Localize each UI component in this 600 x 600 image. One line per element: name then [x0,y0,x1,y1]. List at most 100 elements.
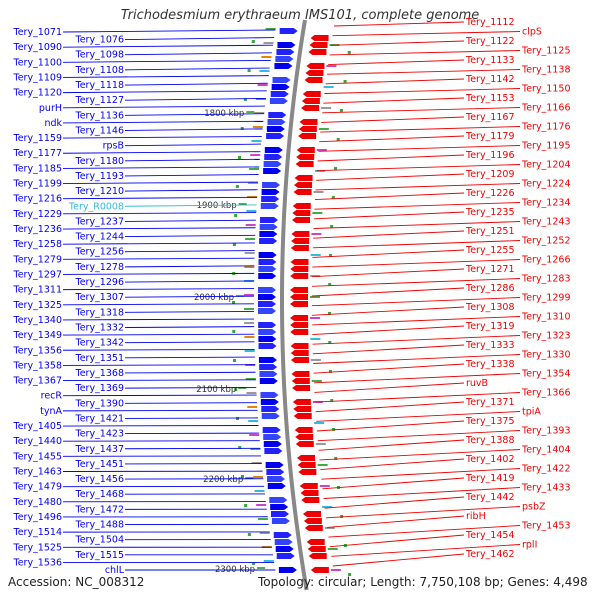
forward-gene-label: Tery_1185 [13,163,63,174]
reverse-gene [298,133,317,139]
forward-gene [277,42,296,48]
reverse-gene-label: Tery_1366 [521,388,571,399]
feature-mark [317,464,328,466]
forward-gene-label: Tery_1340 [13,315,63,326]
reverse-gene [306,63,325,69]
forward-callout-line [124,37,275,41]
forward-gene-label: Tery_1325 [13,300,63,311]
reverse-callout-line [314,192,465,201]
reverse-gene [293,406,312,412]
reverse-gene-label: Tery_1226 [465,188,515,199]
forward-gene [267,483,286,489]
reverse-callout-line [318,145,521,152]
forward-callout-line [62,120,264,124]
reverse-callout-line [312,306,465,316]
feature-mark [311,233,322,235]
reverse-gene [291,371,310,377]
reverse-gene-label: Tery_1235 [465,207,515,218]
reverse-gene-label: Tery_1453 [521,521,571,532]
forward-gene [259,378,278,384]
marker-dot [251,40,255,43]
forward-callout-line [124,417,259,419]
forward-gene-label: Tery_1356 [13,345,63,356]
reverse-callout-line [317,430,521,442]
forward-gene [263,434,282,440]
reverse-callout-line [322,107,521,114]
reverse-gene [297,455,316,461]
reverse-gene [299,483,318,489]
forward-callout-line [62,90,267,94]
forward-gene-label: Tery_1279 [13,254,63,265]
forward-callout-line [124,52,272,56]
reverse-gene [291,231,310,237]
marker-dot [328,341,332,344]
reverse-callout-line [311,287,465,297]
reverse-gene [295,441,314,447]
forward-callout-line [124,98,266,101]
reverse-gene [308,553,327,559]
feature-mark [261,56,272,58]
reverse-callout-line [325,78,465,85]
forward-gene [263,161,282,167]
forward-gene [270,504,289,510]
forward-gene-label: Tery_1296 [75,277,125,288]
reverse-gene [299,119,318,125]
forward-gene [267,476,286,482]
forward-callout-line [124,402,258,404]
forward-gene [258,273,277,279]
reverse-gene-label: Tery_1393 [521,426,571,437]
forward-gene [267,119,286,125]
reverse-gene-label: Tery_1234 [521,198,571,209]
reverse-gene-label: Tery_1153 [465,93,515,104]
reverse-gene [292,385,311,391]
reverse-gene-label: Tery_1454 [465,530,515,541]
reverse-gene-label: Tery_1323 [521,331,571,342]
forward-gene [271,84,290,90]
reverse-gene [290,245,309,251]
feature-mark [244,294,255,296]
marker-dot [232,330,236,333]
forward-gene [260,217,279,223]
reverse-gene-label: Tery_1371 [465,397,515,408]
forward-gene-label: Tery_1244 [75,232,125,243]
forward-callout-line [124,82,268,86]
topology-label: Topology: circular; Length: 7,750,108 bp… [258,575,588,589]
forward-gene [278,567,297,573]
reverse-gene [303,518,322,524]
feature-mark [330,569,341,571]
forward-gene [266,133,285,139]
reverse-gene-label: Tery_1419 [465,473,515,484]
forward-callout-line [62,196,258,200]
reverse-callout-line [312,335,521,345]
forward-callout-line [62,227,256,230]
reverse-callout-line [319,449,521,461]
reverse-callout-line [311,297,521,307]
feature-mark [257,518,268,520]
reverse-gene [293,189,312,195]
forward-gene [258,259,277,265]
reverse-gene-label: Tery_1166 [521,103,571,114]
reverse-callout-line [320,126,521,133]
reverse-gene [290,301,309,307]
feature-mark [326,65,337,67]
reverse-gene-label: Tery_1122 [465,36,515,47]
forward-callout-line [124,174,259,177]
forward-gene-label: Tery_1108 [75,65,125,76]
reverse-gene-label: tpiA [522,407,541,418]
forward-gene-label: Tery_1136 [75,110,125,121]
feature-mark [244,350,255,352]
reverse-gene [297,462,316,468]
reverse-callout-line [328,525,521,538]
forward-callout-line [62,425,259,427]
forward-gene [266,469,285,475]
reverse-gene-label: Tery_1179 [465,131,515,142]
feature-mark [244,252,255,254]
reverse-callout-line [315,183,521,191]
reverse-gene [303,511,322,517]
reverse-gene-label: ribH [466,511,486,522]
reverse-gene-label: Tery_1255 [465,245,515,256]
reverse-callout-line [316,420,465,432]
forward-callout-line [62,136,262,139]
forward-callout-line [62,288,255,291]
